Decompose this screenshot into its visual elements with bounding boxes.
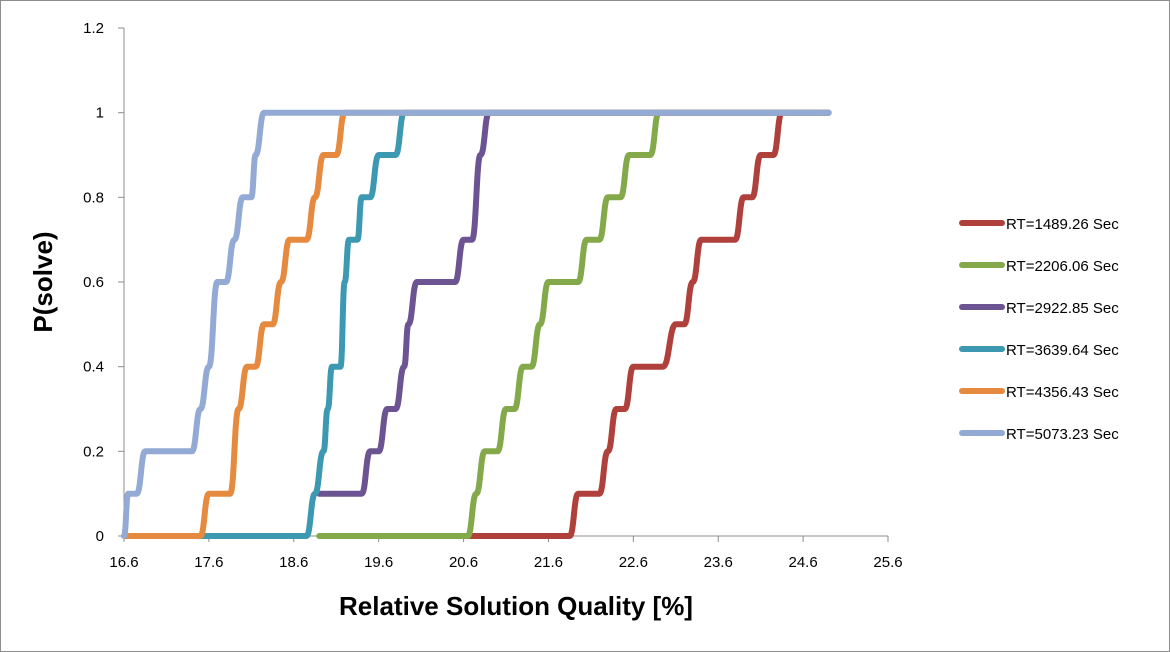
y-tick-label: 0.2	[83, 443, 104, 460]
legend: RT=1489.26 Sec RT=2206.06 Sec RT=2922.85 S…	[959, 216, 1119, 443]
x-tick-label: 16.6	[109, 554, 138, 571]
series-line-6	[121, 109, 832, 539]
axes	[123, 28, 888, 537]
series-line-5	[121, 109, 832, 539]
x-tick-label: 17.6	[194, 554, 223, 571]
y-tick-label: 0.6	[83, 274, 104, 291]
x-axis-title: Relative Solution Quality [%]	[339, 591, 693, 621]
x-tick-label: 18.6	[279, 554, 308, 571]
series-line-3	[316, 109, 832, 497]
x-tick-label: 23.6	[704, 554, 733, 571]
legend-label-5: RT=4356.43 Sec	[1006, 384, 1119, 401]
legend-label-1: RT=1489.26 Sec	[1006, 216, 1119, 233]
legend-label-2: RT=2206.06 Sec	[1006, 258, 1119, 275]
y-axis-title: P(solve)	[28, 231, 58, 332]
x-tick-label: 22.6	[619, 554, 648, 571]
x-tick-label: 20.6	[449, 554, 478, 571]
x-tick-label: 25.6	[873, 554, 902, 571]
y-tick-label: 0.4	[83, 359, 104, 376]
x-tick-label: 24.6	[789, 554, 818, 571]
y-tick-label: 0.8	[83, 189, 104, 206]
series-lines	[121, 109, 832, 540]
series-line-4	[197, 109, 832, 539]
tick-labels: 0 0.2 0.4 0.6 0.8 1 1.2 16.6 17.6 18.6 19.6 20.6 21.…	[83, 20, 902, 571]
legend-label-3: RT=2922.85 Sec	[1006, 300, 1119, 317]
y-tick-label: 1	[96, 105, 104, 122]
series-line-2	[316, 109, 832, 540]
y-tick-label: 1.2	[83, 20, 104, 37]
series-line-1	[460, 109, 832, 539]
x-tick-label: 19.6	[364, 554, 393, 571]
legend-label-6: RT=5073.23 Sec	[1006, 426, 1119, 443]
x-tick-label: 21.6	[534, 554, 563, 571]
legend-label-4: RT=3639.64 Sec	[1006, 342, 1119, 359]
y-tick-label: 0	[96, 528, 104, 545]
